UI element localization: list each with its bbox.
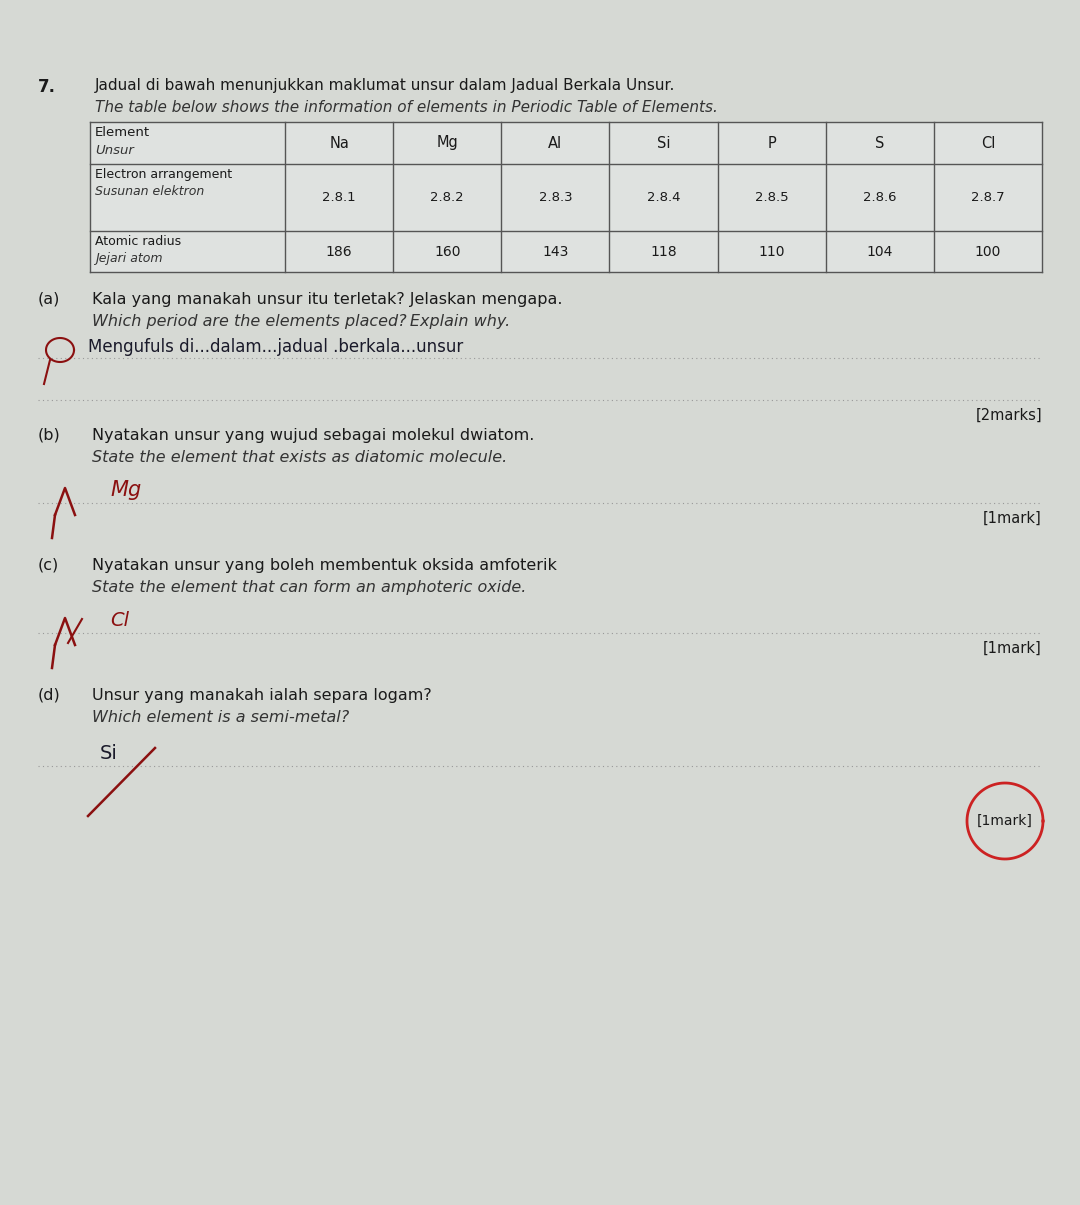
Text: [1mark]: [1mark]: [977, 815, 1032, 828]
Text: 110: 110: [758, 245, 785, 259]
Text: 186: 186: [326, 245, 352, 259]
Text: 143: 143: [542, 245, 568, 259]
Text: 2.8.1: 2.8.1: [322, 192, 356, 204]
Text: Unsur: Unsur: [95, 145, 134, 157]
Text: Mg: Mg: [436, 135, 458, 151]
Text: Cl: Cl: [981, 135, 995, 151]
Text: (d): (d): [38, 688, 60, 703]
Text: Si: Si: [657, 135, 671, 151]
Text: 2.8.4: 2.8.4: [647, 192, 680, 204]
Text: 2.8.7: 2.8.7: [971, 192, 1004, 204]
Text: Atomic radius: Atomic radius: [95, 235, 181, 248]
Text: Si: Si: [100, 743, 118, 763]
Text: Mengufuls di...dalam...jadual .berkala...unsur: Mengufuls di...dalam...jadual .berkala..…: [87, 337, 463, 355]
Text: The table below shows the information of elements in Periodic Table of Elements.: The table below shows the information of…: [95, 100, 718, 114]
Text: 2.8.3: 2.8.3: [539, 192, 572, 204]
Text: (c): (c): [38, 558, 59, 574]
Text: Na: Na: [329, 135, 349, 151]
Text: 7.: 7.: [38, 78, 56, 96]
Text: 2.8.5: 2.8.5: [755, 192, 788, 204]
Text: State the element that exists as diatomic molecule.: State the element that exists as diatomi…: [92, 449, 508, 465]
Text: 118: 118: [650, 245, 677, 259]
Bar: [90, 122, 1042, 272]
Text: Kala yang manakah unsur itu terletak? Jelaskan mengapa.: Kala yang manakah unsur itu terletak? Je…: [92, 292, 563, 307]
Text: 100: 100: [975, 245, 1001, 259]
Text: 2.8.2: 2.8.2: [431, 192, 464, 204]
Text: 160: 160: [434, 245, 460, 259]
Text: Nyatakan unsur yang wujud sebagai molekul dwiatom.: Nyatakan unsur yang wujud sebagai moleku…: [92, 428, 535, 443]
Text: [2marks]: [2marks]: [975, 408, 1042, 423]
Text: Jejari atom: Jejari atom: [95, 252, 162, 265]
Text: 2.8.6: 2.8.6: [863, 192, 896, 204]
Text: Al: Al: [549, 135, 563, 151]
Text: Element: Element: [95, 127, 150, 139]
Text: 104: 104: [866, 245, 893, 259]
Text: Which element is a semi-metal?: Which element is a semi-metal?: [92, 710, 349, 725]
Text: Unsur yang manakah ialah separa logam?: Unsur yang manakah ialah separa logam?: [92, 688, 432, 703]
Text: Cl: Cl: [110, 611, 129, 630]
Text: Nyatakan unsur yang boleh membentuk oksida amfoterik: Nyatakan unsur yang boleh membentuk oksi…: [92, 558, 557, 574]
Text: S: S: [875, 135, 885, 151]
Text: (b): (b): [38, 428, 60, 443]
Text: Which period are the elements placed? Explain why.: Which period are the elements placed? Ex…: [92, 315, 510, 329]
Text: [1mark]: [1mark]: [983, 641, 1042, 656]
Text: State the element that can form an amphoteric oxide.: State the element that can form an ampho…: [92, 580, 526, 595]
Text: Jadual di bawah menunjukkan maklumat unsur dalam Jadual Berkala Unsur.: Jadual di bawah menunjukkan maklumat uns…: [95, 78, 675, 93]
Text: Electron arrangement: Electron arrangement: [95, 167, 232, 181]
Text: P: P: [767, 135, 777, 151]
Text: Susunan elektron: Susunan elektron: [95, 186, 204, 198]
Text: [1mark]: [1mark]: [983, 511, 1042, 527]
Text: Mg: Mg: [110, 480, 141, 500]
Text: (a): (a): [38, 292, 60, 307]
